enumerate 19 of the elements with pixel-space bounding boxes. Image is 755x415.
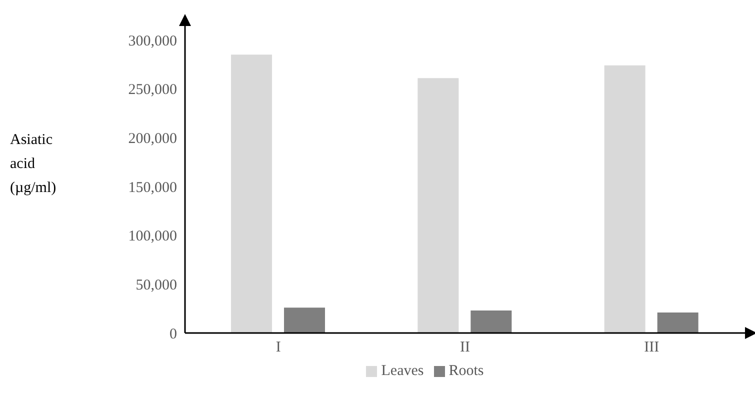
- x-tick-label: I: [276, 340, 281, 356]
- bar: [418, 78, 459, 333]
- bar: [604, 65, 646, 333]
- bar: [284, 308, 325, 333]
- y-tick-label: 50,000: [136, 277, 177, 294]
- x-tick-label: III: [644, 340, 660, 356]
- bar: [231, 54, 272, 333]
- y-axis-title: Asiatic acid (µg/ml): [10, 131, 58, 198]
- x-tick-label: II: [460, 340, 470, 356]
- bar: [470, 310, 512, 333]
- y-tick-label: 300,000: [128, 33, 177, 50]
- legend-label: Leaves: [381, 363, 424, 379]
- bar: [657, 312, 698, 333]
- y-tick-label: 0: [170, 326, 177, 342]
- y-tick-label: 250,000: [128, 82, 177, 98]
- y-tick-label: 150,000: [128, 180, 177, 196]
- y-tick-label: 100,000: [128, 228, 177, 245]
- y-tick-label: 200,000: [128, 130, 177, 147]
- legend-label: Roots: [448, 363, 484, 379]
